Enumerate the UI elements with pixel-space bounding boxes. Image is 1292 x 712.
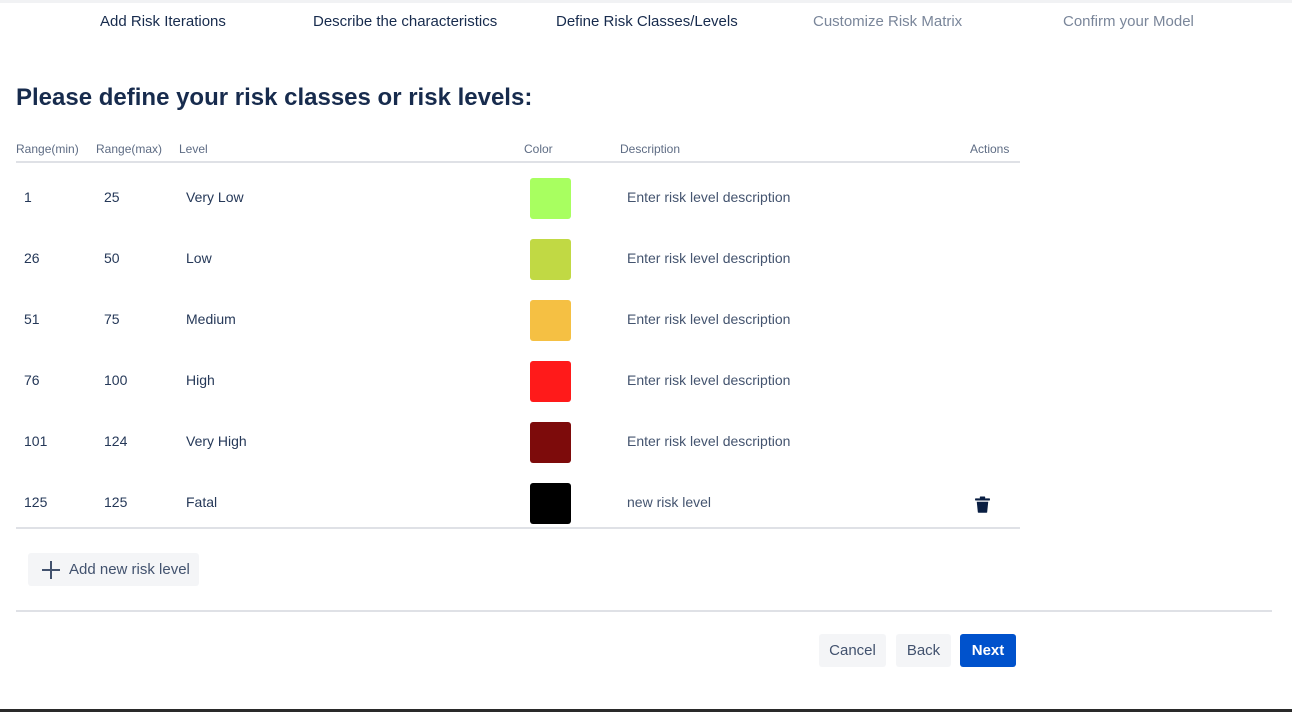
column-header-description: Description	[620, 142, 681, 156]
trash-icon[interactable]	[974, 496, 991, 513]
column-header-level: Level	[179, 142, 208, 156]
level-name-cell[interactable]: Low	[186, 250, 212, 266]
range-max-cell[interactable]: 125	[104, 494, 128, 510]
table-row: 101 124 Very High Enter risk level descr…	[16, 411, 1020, 472]
add-risk-level-button[interactable]: Add new risk level	[28, 553, 199, 586]
color-swatch[interactable]	[530, 422, 571, 463]
step-describe-characteristics[interactable]: Describe the characteristics	[313, 13, 498, 30]
range-min-cell[interactable]: 101	[24, 433, 48, 449]
range-max-cell[interactable]: 50	[104, 250, 120, 266]
table-row: 26 50 Low Enter risk level description	[16, 228, 1020, 289]
description-cell[interactable]: Enter risk level description	[627, 189, 791, 205]
step-customize-risk-matrix: Customize Risk Matrix	[813, 13, 963, 30]
description-cell[interactable]: Enter risk level description	[627, 372, 791, 388]
color-swatch[interactable]	[530, 178, 571, 219]
level-name-cell[interactable]: High	[186, 372, 215, 388]
table-bottom-divider	[16, 527, 1020, 529]
color-swatch[interactable]	[530, 300, 571, 341]
color-swatch[interactable]	[530, 483, 571, 524]
range-max-cell[interactable]: 25	[104, 189, 120, 205]
page-title: Please define your risk classes or risk …	[16, 84, 533, 111]
table-row: 1 25 Very Low Enter risk level descripti…	[16, 167, 1020, 228]
column-header-color: Color	[524, 142, 553, 156]
range-min-cell[interactable]: 26	[24, 250, 40, 266]
range-max-cell[interactable]: 100	[104, 372, 128, 388]
description-cell[interactable]: new risk level	[627, 494, 712, 510]
range-max-cell[interactable]: 124	[104, 433, 128, 449]
description-cell[interactable]: Enter risk level description	[627, 433, 791, 449]
wizard-steps: Add Risk Iterations Describe the charact…	[0, 0, 1292, 44]
add-risk-level-label: Add new risk level	[69, 561, 190, 578]
step-add-risk-iterations[interactable]: Add Risk Iterations	[100, 13, 226, 30]
description-cell[interactable]: Enter risk level description	[627, 311, 791, 327]
column-header-range-min: Range(min)	[16, 142, 79, 156]
table-row: 125 125 Fatal new risk level	[16, 472, 1020, 533]
table-row: 51 75 Medium Enter risk level descriptio…	[16, 289, 1020, 350]
color-swatch[interactable]	[530, 239, 571, 280]
column-header-range-max: Range(max)	[96, 142, 163, 156]
level-name-cell[interactable]: Very High	[186, 433, 247, 449]
next-button[interactable]: Next	[960, 634, 1016, 667]
range-min-cell[interactable]: 76	[24, 372, 40, 388]
window-bottom-edge	[0, 709, 1292, 712]
level-name-cell[interactable]: Medium	[186, 311, 236, 327]
steps-top-divider	[0, 0, 1292, 3]
range-min-cell[interactable]: 51	[24, 311, 40, 327]
column-header-actions: Actions	[970, 142, 1010, 156]
footer-divider	[16, 610, 1272, 612]
plus-icon	[42, 561, 60, 579]
step-confirm-model: Confirm your Model	[1063, 13, 1194, 30]
range-max-cell[interactable]: 75	[104, 311, 120, 327]
color-swatch[interactable]	[530, 361, 571, 402]
back-button[interactable]: Back	[896, 634, 951, 667]
cancel-button[interactable]: Cancel	[819, 634, 886, 667]
range-min-cell[interactable]: 1	[24, 189, 32, 205]
level-name-cell[interactable]: Fatal	[186, 494, 218, 510]
description-cell[interactable]: Enter risk level description	[627, 250, 791, 266]
table-row: 76 100 High Enter risk level description	[16, 350, 1020, 411]
step-define-risk-classes[interactable]: Define Risk Classes/Levels	[556, 13, 738, 30]
level-name-cell[interactable]: Very Low	[186, 189, 244, 205]
range-min-cell[interactable]: 125	[24, 494, 48, 510]
header-divider	[16, 161, 1020, 163]
